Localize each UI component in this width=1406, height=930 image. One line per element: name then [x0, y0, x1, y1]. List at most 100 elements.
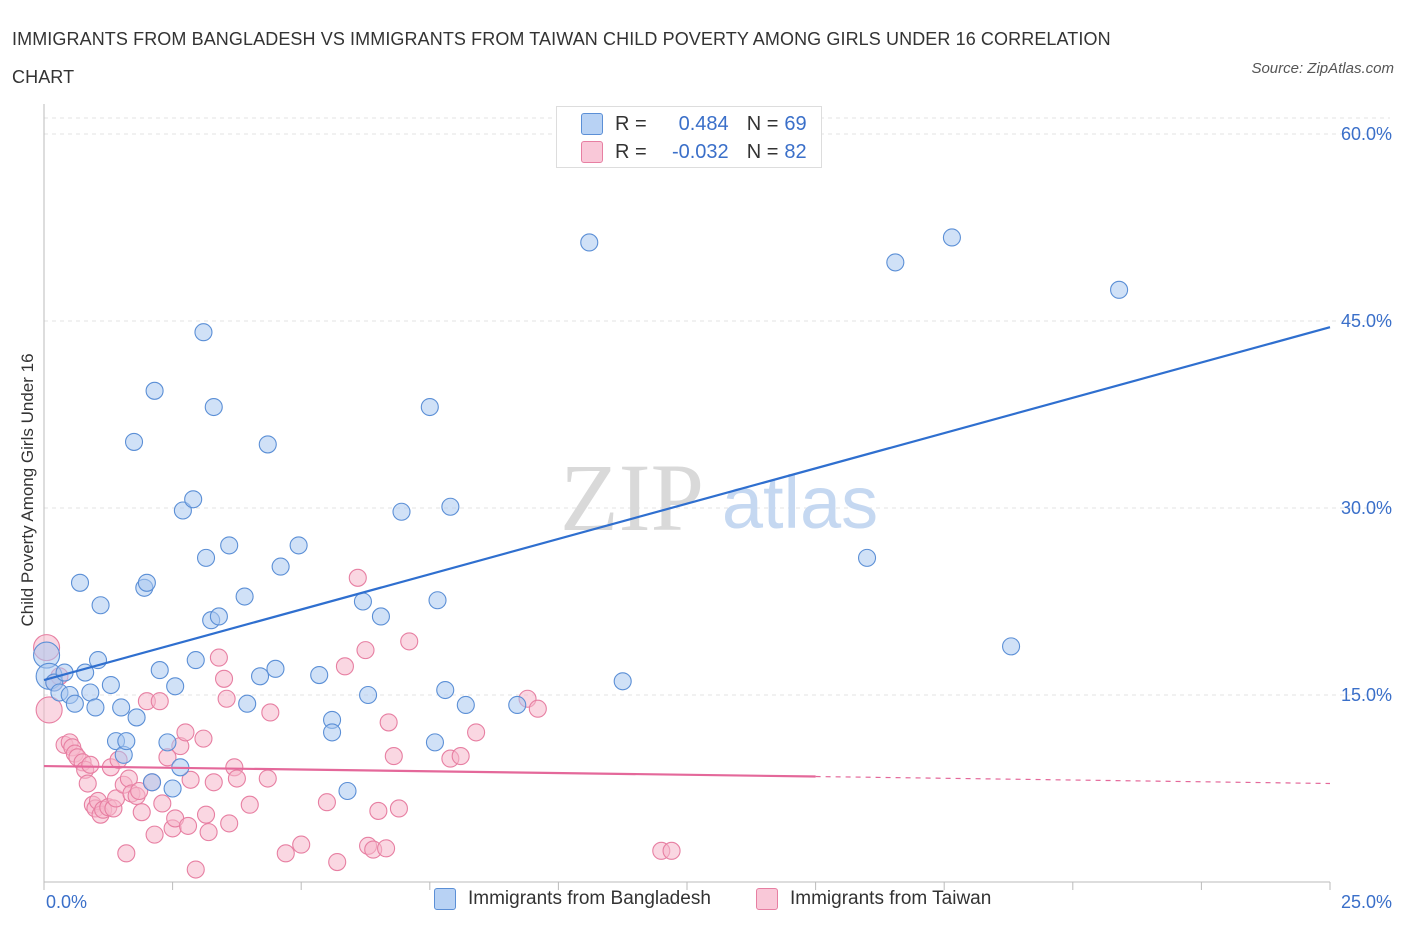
bangladesh-point: [271, 557, 290, 576]
legend-row-taiwan: R = -0.032 N = 82: [581, 139, 807, 165]
taiwan-point: [528, 699, 547, 718]
bangladesh-point: [65, 694, 84, 713]
bangladesh-point: [1110, 280, 1129, 299]
y-tick-label: 60.0%: [1341, 124, 1392, 144]
taiwan-point: [377, 839, 396, 858]
bangladesh-point: [86, 698, 105, 717]
bangladesh-point: [117, 732, 136, 751]
legend-r-value: 0.484: [678, 112, 729, 135]
bangladesh-point: [145, 381, 164, 400]
taiwan-point: [186, 860, 205, 879]
bangladesh-point: [338, 781, 357, 801]
taiwan-point: [369, 801, 388, 820]
bangladesh-point: [163, 779, 182, 798]
bangladesh-point: [204, 397, 223, 417]
bangladesh-point: [289, 536, 308, 555]
taiwan-point: [217, 689, 236, 708]
bangladesh-point: [184, 490, 203, 509]
legend-n-value: 69: [784, 112, 807, 135]
bangladesh-point: [580, 233, 599, 252]
bangladesh-point: [235, 587, 254, 606]
taiwan-point: [78, 774, 97, 793]
legend-label-taiwan: Immigrants from Taiwan: [790, 888, 992, 909]
stats-legend: R = 0.484 N = 69 R = -0.032 N = 82: [556, 106, 822, 168]
bangladesh-point: [150, 661, 169, 680]
bangladesh-point: [420, 397, 439, 417]
taiwan-point: [178, 816, 198, 835]
taiwan-point: [35, 696, 63, 724]
bangladesh-point: [613, 672, 632, 691]
taiwan-point: [227, 769, 246, 788]
bangladesh-point: [186, 651, 205, 670]
bangladesh-point: [456, 695, 475, 715]
legend-row-bangladesh: R = 0.484 N = 69: [581, 111, 807, 137]
y-axis-label: Child Poverty Among Girls Under 16: [18, 353, 37, 627]
trend-lines: [43, 326, 1331, 785]
legend-r-label: R =: [615, 140, 647, 163]
taiwan-point: [384, 747, 403, 766]
bangladesh-point: [441, 497, 460, 516]
bottom-legend-bangladesh: Immigrants from Bangladesh: [434, 888, 711, 910]
x-tick-label: 0.0%: [46, 892, 87, 912]
bangladesh-point: [91, 596, 110, 615]
bangladesh-point: [371, 607, 390, 626]
taiwan-point: [199, 823, 218, 842]
bangladesh-point: [323, 723, 342, 742]
taiwan-point: [194, 729, 213, 748]
bangladesh-point: [142, 773, 162, 792]
taiwan-point: [348, 568, 367, 587]
bangladesh-point: [124, 432, 144, 451]
taiwan-point: [176, 723, 195, 742]
x-tick-label: 25.0%: [1341, 892, 1392, 912]
taiwan-point: [389, 799, 408, 818]
axes: [43, 104, 1331, 890]
bangladesh-point: [238, 694, 257, 713]
bangladesh-point: [137, 573, 156, 592]
chart-title: IMMIGRANTS FROM BANGLADESH VS IMMIGRANTS…: [12, 29, 1111, 87]
bangladesh-point: [436, 680, 455, 700]
source-label: Source: ZipAtlas.com: [1251, 60, 1394, 77]
legend-swatch-bangladesh: [434, 888, 456, 910]
taiwan-point: [117, 844, 136, 863]
taiwan-point: [220, 814, 239, 833]
legend-swatch-taiwan: [756, 888, 778, 910]
taiwan-point: [317, 793, 336, 812]
bangladesh-point: [70, 573, 90, 592]
taiwan-point: [467, 723, 486, 742]
bangladesh-point: [173, 501, 192, 520]
watermark: ZIP atlas: [560, 444, 878, 551]
grid-lines: [44, 117, 1390, 696]
bangladesh-point: [194, 323, 213, 342]
trend-line-taiwan-dashed: [815, 775, 1331, 785]
taiwan-point: [662, 841, 681, 860]
legend-r-value: -0.032: [671, 140, 729, 163]
bangladesh-point: [101, 675, 120, 695]
taiwan-point: [335, 657, 354, 676]
taiwan-point: [153, 794, 172, 813]
watermark-atlas: atlas: [722, 461, 878, 544]
taiwan-point: [81, 755, 100, 774]
taiwan-point: [214, 669, 234, 688]
taiwan-point: [261, 703, 280, 722]
bangladesh-point: [266, 659, 285, 678]
bottom-legend-taiwan: Immigrants from Taiwan: [756, 888, 991, 910]
tick-labels: 15.0% 30.0% 45.0% 60.0% 0.0% 25.0%: [46, 124, 1392, 912]
taiwan-point: [150, 692, 169, 711]
bangladesh-point: [392, 502, 411, 521]
taiwan-point: [145, 825, 164, 844]
bangladesh-point: [942, 228, 961, 247]
legend-n-label: N =: [746, 112, 779, 135]
taiwan-point: [379, 713, 398, 732]
taiwan-point: [276, 844, 295, 863]
bangladesh-point: [353, 592, 372, 611]
legend-swatch-taiwan: [581, 141, 603, 163]
taiwan-point: [451, 747, 470, 766]
y-tick-label: 30.0%: [1341, 498, 1392, 518]
taiwan-point: [204, 773, 223, 792]
taiwan-point: [209, 648, 228, 667]
taiwan-point: [130, 781, 149, 801]
bangladesh-point: [250, 667, 270, 686]
legend-n-value: 82: [784, 140, 807, 163]
y-tick-label: 15.0%: [1341, 685, 1392, 705]
taiwan-point: [240, 795, 259, 814]
